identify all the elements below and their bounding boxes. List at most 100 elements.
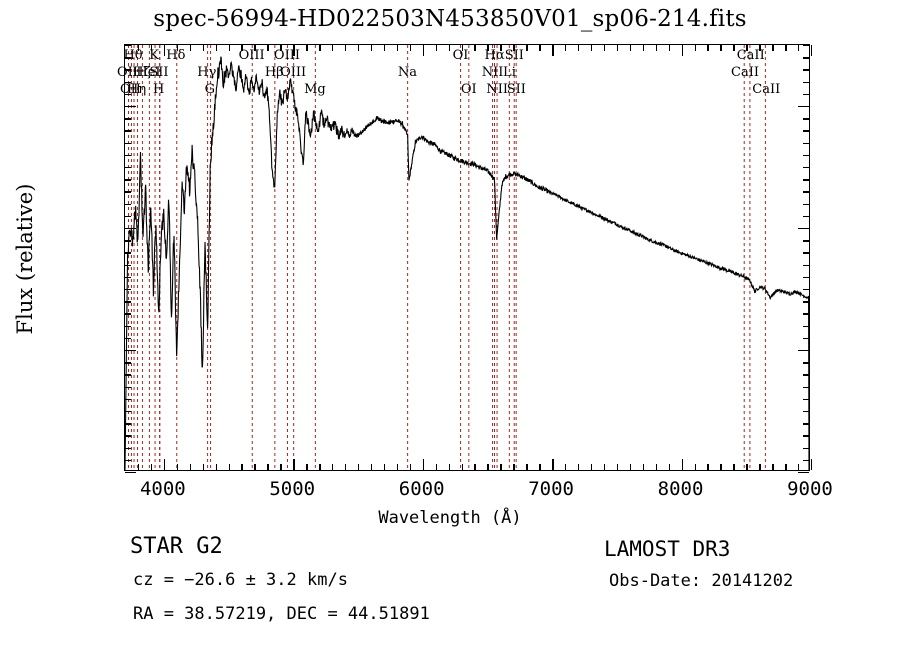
tick-mark [215, 464, 217, 470]
tick-mark [603, 45, 606, 51]
tick-mark [125, 203, 131, 205]
x-tick-label: 4000 [139, 478, 186, 500]
tick-mark [526, 464, 528, 470]
tick-mark [629, 45, 632, 51]
tick-mark [125, 215, 131, 218]
tick-mark [345, 45, 347, 51]
tick-mark [319, 45, 321, 51]
tick-mark [803, 423, 809, 425]
tick-mark [125, 276, 131, 279]
tick-mark [803, 459, 809, 462]
tick-mark [137, 464, 140, 470]
tick-mark [803, 398, 809, 401]
tick-mark [125, 313, 131, 315]
tick-mark [409, 464, 412, 470]
x-tick-label: 9000 [787, 478, 833, 500]
tick-mark [668, 45, 670, 51]
tick-mark [487, 45, 489, 51]
tick-mark [125, 191, 131, 193]
tick-mark [798, 472, 809, 474]
tick-mark [803, 337, 809, 340]
tick-mark [461, 464, 463, 470]
tick-mark [163, 45, 166, 56]
tick-mark [694, 45, 696, 51]
x-tick-label: 6000 [398, 478, 445, 500]
tick-mark [125, 447, 131, 449]
spectrum-trace [125, 57, 809, 470]
tick-mark [125, 459, 131, 462]
y-axis-title: Flux (relative) [13, 183, 37, 335]
tick-mark [526, 45, 528, 51]
tick-mark [125, 337, 131, 340]
tick-mark [383, 45, 386, 51]
tick-mark [125, 398, 131, 401]
tick-mark [803, 154, 809, 157]
tick-mark [500, 464, 502, 470]
tick-mark [125, 252, 131, 254]
tick-mark [383, 464, 386, 470]
tick-mark [409, 45, 412, 51]
tick-mark [590, 464, 593, 470]
tick-mark [125, 118, 131, 120]
tick-mark [803, 93, 809, 96]
tick-mark [803, 240, 809, 242]
tick-mark [681, 459, 683, 470]
tick-mark [539, 464, 541, 470]
tick-mark [125, 45, 131, 47]
tick-mark [228, 45, 230, 51]
tick-mark [461, 45, 463, 51]
tick-mark [746, 464, 748, 470]
plot-frame [124, 44, 813, 474]
tick-mark [125, 472, 136, 474]
tick-mark [215, 45, 217, 51]
tick-mark [176, 45, 179, 51]
tick-mark [319, 464, 321, 470]
tick-mark [803, 289, 809, 291]
tick-mark [803, 374, 809, 376]
tick-mark [616, 464, 619, 470]
tick-mark [267, 464, 269, 470]
tick-mark [474, 45, 476, 51]
tick-mark [241, 45, 243, 51]
tick-mark [125, 228, 136, 230]
tick-mark [357, 45, 360, 51]
tick-mark [720, 45, 722, 51]
tick-mark [125, 264, 131, 266]
tick-mark [370, 45, 373, 51]
plot-area [125, 45, 809, 470]
tick-mark [772, 464, 774, 470]
tick-mark [759, 45, 761, 51]
tick-mark [785, 464, 787, 470]
tick-mark [150, 45, 153, 51]
tick-mark [254, 464, 256, 470]
tick-mark [798, 45, 800, 51]
tick-mark [798, 228, 809, 230]
tick-mark [759, 464, 761, 470]
tick-mark [616, 45, 619, 51]
tick-mark [125, 350, 136, 352]
tick-mark [629, 464, 632, 470]
tick-mark [655, 45, 658, 51]
tick-mark [150, 464, 153, 470]
tick-mark [803, 252, 809, 254]
tick-mark [189, 45, 192, 51]
tick-mark [125, 423, 131, 425]
tick-mark [803, 301, 809, 303]
tick-mark [552, 45, 554, 56]
tick-mark [396, 464, 399, 470]
tick-mark [125, 130, 131, 132]
tick-mark [345, 464, 347, 470]
tick-mark [733, 464, 735, 470]
tick-mark [803, 142, 809, 144]
tick-mark [125, 154, 131, 157]
tick-mark [474, 464, 476, 470]
tick-mark [125, 57, 131, 59]
tick-mark [125, 362, 131, 364]
tick-mark [176, 464, 179, 470]
tick-mark [803, 81, 809, 83]
tick-mark [578, 45, 580, 51]
tick-mark [707, 45, 709, 51]
tick-mark [803, 179, 809, 181]
tick-mark [228, 464, 230, 470]
tick-mark [746, 45, 748, 51]
